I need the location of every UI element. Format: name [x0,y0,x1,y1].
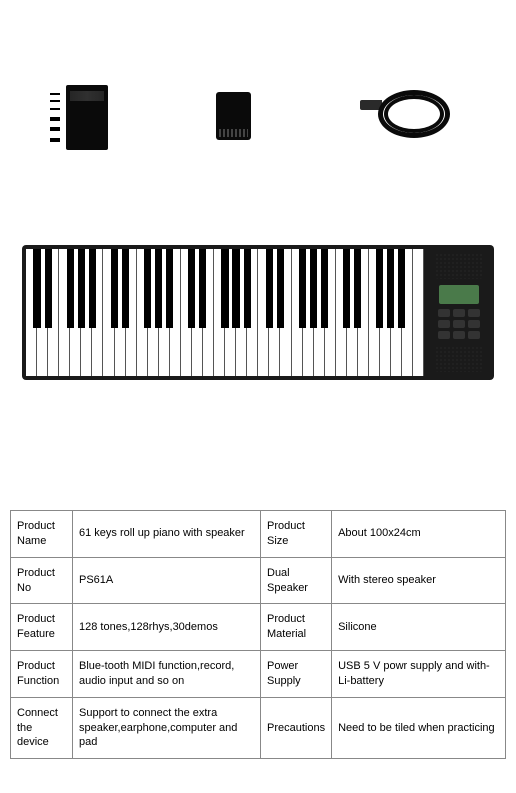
spec-value: 61 keys roll up piano with speaker [73,511,261,558]
white-key [181,249,192,376]
spec-value: Support to connect the extra speaker,ear… [73,697,261,759]
table-row: Product NoPS61ADual SpeakerWith stereo s… [11,557,506,604]
white-key [192,249,203,376]
spec-value: Need to be tiled when practicing [332,697,506,759]
accessories-row [0,0,516,180]
white-key [203,249,214,376]
spec-label: Product Size [261,511,332,558]
white-key [236,249,247,376]
white-key [347,249,358,376]
spec-label: Precautions [261,697,332,759]
white-key [214,249,225,376]
spec-value: Silicone [332,604,506,651]
white-key [70,249,81,376]
spec-label: Product Function [11,651,73,698]
spec-value: With stereo speaker [332,557,506,604]
white-key [59,249,70,376]
spec-label: Product Name [11,511,73,558]
white-key [247,249,258,376]
white-key [26,249,37,376]
spec-value: PS61A [73,557,261,604]
white-key [380,249,391,376]
piano-product-image [0,180,516,500]
white-key [81,249,92,376]
spec-value: 128 tones,128rhys,30demos [73,604,261,651]
white-key [258,249,269,376]
piano-control-panel [428,249,490,376]
white-key [148,249,159,376]
white-key [402,249,413,376]
usb-cable-icon [360,85,455,140]
piano-keyboard [26,249,424,376]
white-key [126,249,137,376]
spec-value: Blue-tooth MIDI function,record, audio i… [73,651,261,698]
white-key [303,249,314,376]
white-key [314,249,325,376]
white-key [170,249,181,376]
white-key [292,249,303,376]
spec-label: Product No [11,557,73,604]
spec-value: About 100x24cm [332,511,506,558]
spec-label: Power Supply [261,651,332,698]
white-key [269,249,280,376]
table-row: Product FunctionBlue-tooth MIDI function… [11,651,506,698]
battery-pack-icon [216,92,251,140]
white-key [48,249,59,376]
white-key [358,249,369,376]
white-key [115,249,126,376]
white-key [225,249,236,376]
white-key [325,249,336,376]
white-key [413,249,424,376]
speaker-icon [435,253,483,279]
spec-value: USB 5 V powr supply and with-Li-battery [332,651,506,698]
table-row: Connect the deviceSupport to connect the… [11,697,506,759]
spec-label: Connect the device [11,697,73,759]
white-key [103,249,114,376]
spec-table: Product Name61 keys roll up piano with s… [10,510,506,759]
white-key [336,249,347,376]
table-row: Product Feature128 tones,128rhys,30demos… [11,604,506,651]
spec-label: Dual Speaker [261,557,332,604]
white-key [92,249,103,376]
white-key [369,249,380,376]
product-box-icon [50,85,110,150]
spec-label: Product Feature [11,604,73,651]
white-key [37,249,48,376]
white-key [137,249,148,376]
spec-label: Product Material [261,604,332,651]
white-key [280,249,291,376]
speaker-icon [435,346,483,372]
white-key [159,249,170,376]
table-row: Product Name61 keys roll up piano with s… [11,511,506,558]
lcd-display [439,285,479,305]
white-key [391,249,402,376]
